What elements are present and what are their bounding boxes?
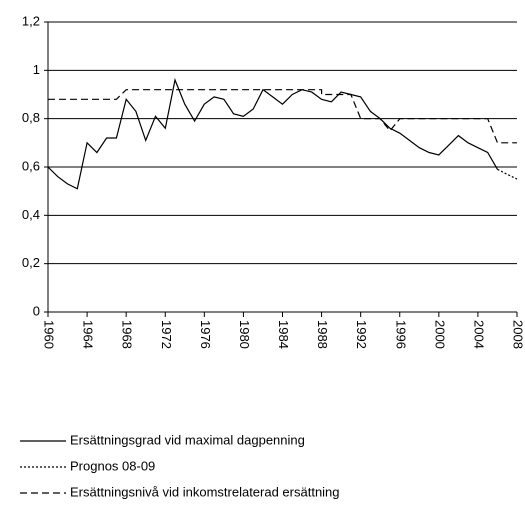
y-tick-label: 0,6 — [22, 158, 40, 173]
y-tick-label: 1 — [33, 62, 40, 77]
x-tick-label: 1988 — [315, 320, 330, 349]
x-tick-label: 1972 — [159, 320, 174, 349]
x-tick-label: 2000 — [432, 320, 447, 349]
x-tick-label: 1976 — [198, 320, 213, 349]
x-tick-label: 1980 — [237, 320, 252, 349]
x-tick-label: 2008 — [511, 320, 525, 349]
series-line — [47, 77, 499, 190]
x-tick-label: 1968 — [120, 320, 135, 349]
y-tick-label: 1,2 — [22, 13, 40, 28]
x-tick-label: 1984 — [276, 320, 291, 349]
legend-label: Prognos 08-09 — [70, 458, 155, 473]
series-line — [497, 168, 518, 180]
y-tick-label: 0 — [33, 303, 40, 318]
x-tick-label: 1996 — [393, 320, 408, 349]
x-tick-label: 1960 — [42, 320, 57, 349]
x-tick-label: 1992 — [354, 320, 369, 349]
y-tick-label: 0,8 — [22, 110, 40, 125]
legend-label: Ersättningsnivå vid inkomstrelaterad ers… — [70, 484, 340, 499]
y-tick-label: 0,2 — [22, 255, 40, 270]
x-tick-label: 2004 — [471, 320, 486, 349]
y-tick-label: 0,4 — [22, 207, 40, 222]
legend-label: Ersättningsgrad vid maximal dagpenning — [70, 432, 305, 447]
x-tick-label: 1964 — [81, 320, 96, 349]
series-line — [48, 89, 517, 144]
